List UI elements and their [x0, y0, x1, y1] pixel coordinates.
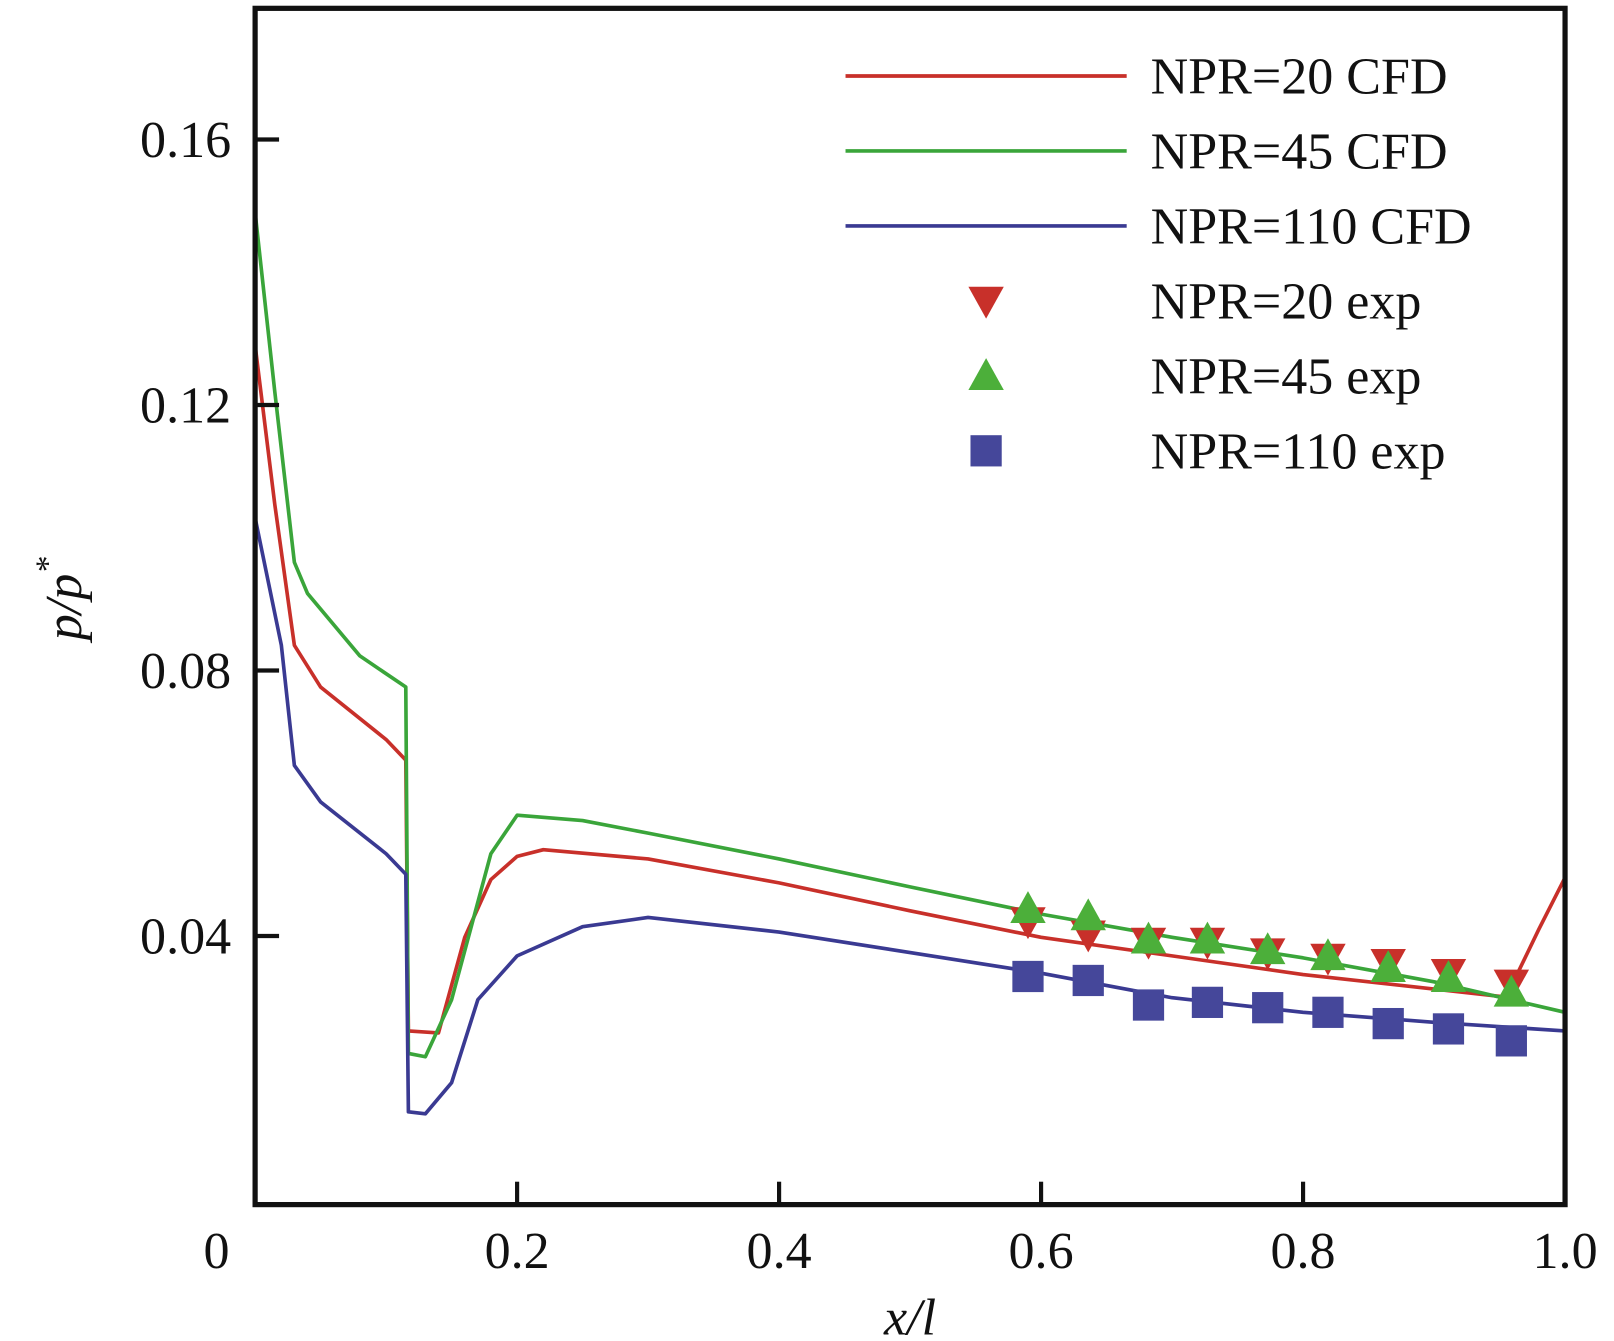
data-point-npr-110-exp — [1191, 986, 1224, 1018]
x-tick-label: 0.6 — [1009, 1223, 1074, 1280]
data-point-npr-45-exp — [1010, 891, 1046, 923]
y-tick-label: 0.08 — [140, 643, 231, 700]
x-tick-label: 0.4 — [747, 1223, 812, 1280]
data-point-npr-110-exp — [1432, 1013, 1465, 1045]
legend-item: NPR=45 exp — [968, 349, 1421, 406]
data-point-npr-110-exp — [1132, 989, 1165, 1021]
legend-swatch-marker — [970, 435, 1002, 467]
legend-swatch-marker — [968, 286, 1004, 319]
data-point-npr-110-exp — [1495, 1025, 1527, 1057]
legend-item: NPR=20 CFD — [845, 49, 1448, 106]
legend-label: NPR=45 CFD — [1151, 124, 1448, 181]
plot-frame — [252, 5, 1568, 1208]
legend-label: NPR=20 exp — [1151, 274, 1422, 331]
data-point-npr-45-exp — [1189, 921, 1226, 954]
data-point-npr-110-exp — [1372, 1007, 1404, 1040]
series-line-npr-45-cfd — [253, 212, 1566, 1059]
data-point-npr-110-exp — [1312, 996, 1344, 1028]
y-tick-label: 0.16 — [140, 112, 231, 169]
data-point-npr-110-exp — [1012, 960, 1044, 993]
series-line-npr-20-cfd — [253, 345, 1567, 1035]
x-tick-label: 0 — [204, 1223, 230, 1280]
series-line-npr-110-cfd — [253, 517, 1566, 1116]
y-tick-label: 0.12 — [140, 378, 231, 435]
data-point-npr-45-exp — [1070, 898, 1106, 931]
y-tick-label: 0.04 — [140, 909, 231, 966]
data-point-npr-45-exp — [1310, 938, 1346, 971]
legend-label: NPR=110 exp — [1151, 424, 1446, 481]
x-tick-label: 0.2 — [485, 1223, 550, 1280]
data-point-npr-45-exp — [1430, 960, 1467, 992]
axis-ticks: 0 0.2 0.4 0.6 0.8 1.0 0.04 0.08 0.12 0.16 — [140, 112, 1598, 1280]
legend-label: NPR=110 CFD — [1151, 199, 1472, 256]
plot-marks — [253, 212, 1567, 1116]
legend-item: NPR=110 exp — [970, 424, 1446, 481]
legend-swatch-marker — [968, 358, 1004, 391]
legend-label: NPR=20 CFD — [1151, 49, 1448, 106]
legend-label: NPR=45 exp — [1151, 349, 1422, 406]
y-axis-label: p/p* — [29, 557, 93, 645]
data-point-npr-110-exp — [1072, 964, 1104, 997]
data-point-npr-45-exp — [1493, 974, 1530, 1007]
data-point-npr-45-exp — [1250, 932, 1286, 965]
x-tick-label: 1.0 — [1533, 1223, 1598, 1280]
legend-item: NPR=110 CFD — [845, 199, 1472, 256]
data-point-npr-45-exp — [1130, 921, 1167, 954]
legend-item: NPR=45 CFD — [845, 124, 1448, 181]
data-point-npr-45-exp — [1370, 950, 1406, 983]
legend: NPR=20 CFD NPR=45 CFD NPR=110 CFD NPR=20 ex… — [845, 49, 1472, 481]
x-tick-label: 0.8 — [1271, 1223, 1336, 1280]
x-axis-label: x/l — [883, 1290, 936, 1341]
data-point-npr-110-exp — [1252, 992, 1284, 1024]
legend-item: NPR=20 exp — [968, 274, 1421, 331]
